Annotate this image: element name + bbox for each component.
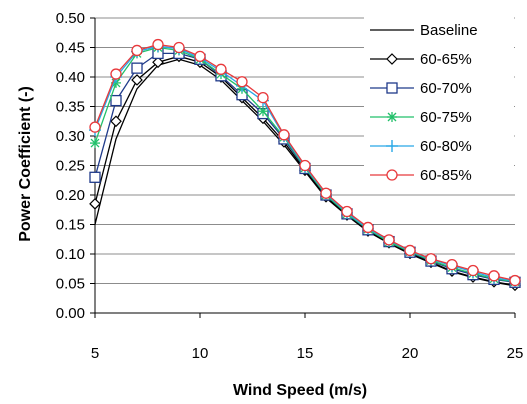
data-point <box>152 56 164 69</box>
tick-labels: 0.00 0.05 0.10 0.15 0.20 0.25 0.30 0.35 0.40 0.45… <box>56 10 524 362</box>
legend-label: 60-70% <box>420 80 472 97</box>
series-60-85- <box>89 38 521 287</box>
y-tick-label: 0.30 <box>56 128 85 145</box>
legend-entry: 60-85% <box>370 167 472 184</box>
data-point <box>89 198 101 210</box>
x-axis-title: Wind Speed (m/s) <box>233 382 367 399</box>
data-point <box>236 76 248 88</box>
x-tick-label: 15 <box>297 345 314 362</box>
data-point <box>387 112 397 122</box>
data-point <box>404 244 416 257</box>
data-point <box>362 221 374 234</box>
data-point <box>110 115 122 128</box>
x-tick-label: 20 <box>402 345 419 362</box>
legend-label: 60-80% <box>420 138 472 155</box>
data-point <box>89 121 101 133</box>
x-tick-label: 25 <box>507 345 524 362</box>
y-tick-label: 0.25 <box>56 158 85 175</box>
data-point <box>131 62 143 74</box>
x-tick-label: 5 <box>91 345 99 362</box>
legend-entry: 60-70% <box>370 80 472 97</box>
legend-entry: 60-75% <box>370 109 472 126</box>
data-point <box>131 74 143 86</box>
data-point <box>90 138 100 149</box>
legend-entry: 60-80% <box>370 138 472 155</box>
data-point <box>299 159 311 172</box>
legend: Baseline 60-65% 60-70% 60-75% 60-80% 60-85% <box>364 16 514 194</box>
y-axis-title: Power Coefficient (-) <box>17 86 34 242</box>
legend-label: 60-65% <box>420 51 472 68</box>
y-tick-label: 0.10 <box>56 246 85 263</box>
data-point <box>386 82 398 94</box>
y-tick-label: 0.45 <box>56 40 85 57</box>
data-point <box>383 234 395 246</box>
data-point <box>509 274 521 287</box>
y-tick-label: 0.05 <box>56 276 85 293</box>
legend-label: Baseline <box>420 22 478 39</box>
data-point <box>386 169 398 181</box>
series-lines <box>89 38 521 292</box>
data-point <box>194 50 206 62</box>
data-point <box>131 44 143 57</box>
data-point <box>386 140 398 152</box>
y-tick-label: 0.20 <box>56 187 85 204</box>
data-point <box>152 38 164 51</box>
legend-background <box>364 16 514 194</box>
data-point <box>173 41 185 54</box>
axes <box>90 17 516 318</box>
data-point <box>215 63 227 75</box>
y-tick-label: 0.35 <box>56 99 85 116</box>
data-point <box>278 129 290 141</box>
legend-label: 60-75% <box>420 109 472 126</box>
y-tick-label: 0.40 <box>56 69 85 86</box>
data-point <box>320 187 332 199</box>
legend-entry: Baseline <box>370 22 478 39</box>
data-point <box>341 205 353 218</box>
data-point <box>488 270 500 282</box>
y-tick-label: 0.15 <box>56 217 85 234</box>
data-point <box>425 253 437 265</box>
data-point <box>258 106 268 117</box>
data-point <box>467 264 479 277</box>
x-tick-label: 10 <box>192 345 209 362</box>
legend-entry: 60-65% <box>370 51 472 68</box>
y-tick-label: 0.50 <box>56 10 85 27</box>
data-point <box>257 92 269 104</box>
y-tick-label: 0.00 <box>56 305 85 322</box>
legend-label: 60-85% <box>420 167 472 184</box>
data-point <box>386 53 398 65</box>
data-point <box>446 258 458 271</box>
data-point <box>110 94 122 107</box>
data-point <box>110 68 122 80</box>
data-point <box>89 171 101 183</box>
